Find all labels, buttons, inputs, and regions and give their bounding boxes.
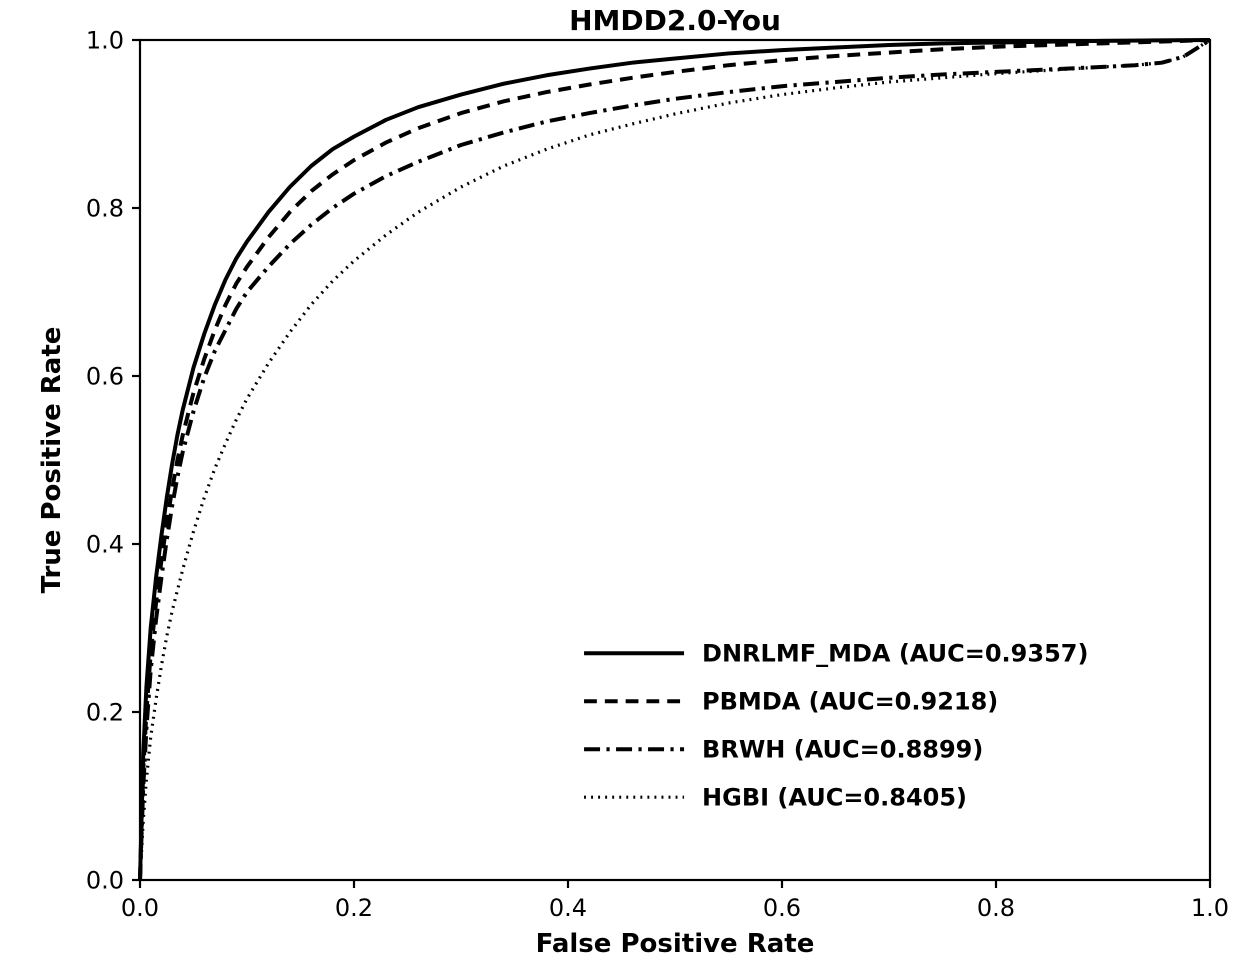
svg-text:HGBI (AUC=0.8405): HGBI (AUC=0.8405): [702, 784, 967, 812]
svg-text:0.2: 0.2: [86, 698, 124, 726]
svg-text:0.6: 0.6: [763, 894, 801, 922]
svg-text:1.0: 1.0: [86, 26, 124, 54]
svg-text:1.0: 1.0: [1191, 894, 1229, 922]
roc-chart: 0.0 0.2 0.4 0.6 0.8 1.0 0.0 0.2 0.4 0.6 0.8 1.0 Fals…: [0, 0, 1240, 958]
svg-text:BRWH (AUC=0.8899): BRWH (AUC=0.8899): [702, 736, 983, 764]
svg-text:0.2: 0.2: [335, 894, 373, 922]
svg-text:0.0: 0.0: [121, 894, 159, 922]
svg-text:False Positive Rate: False Positive Rate: [536, 929, 815, 958]
chart-svg: 0.0 0.2 0.4 0.6 0.8 1.0 0.0 0.2 0.4 0.6 0.8 1.0 Fals…: [0, 0, 1240, 958]
svg-text:0.4: 0.4: [86, 530, 124, 558]
svg-text:0.4: 0.4: [549, 894, 587, 922]
svg-text:True Positive Rate: True Positive Rate: [37, 327, 67, 594]
svg-text:DNRLMF_MDA (AUC=0.9357): DNRLMF_MDA (AUC=0.9357): [702, 640, 1088, 668]
svg-text:0.6: 0.6: [86, 362, 124, 390]
svg-text:HMDD2.0-You: HMDD2.0-You: [569, 4, 781, 37]
svg-text:0.8: 0.8: [86, 194, 124, 222]
svg-text:0.0: 0.0: [86, 866, 124, 894]
svg-text:PBMDA (AUC=0.9218): PBMDA (AUC=0.9218): [702, 688, 998, 716]
svg-text:0.8: 0.8: [977, 894, 1015, 922]
